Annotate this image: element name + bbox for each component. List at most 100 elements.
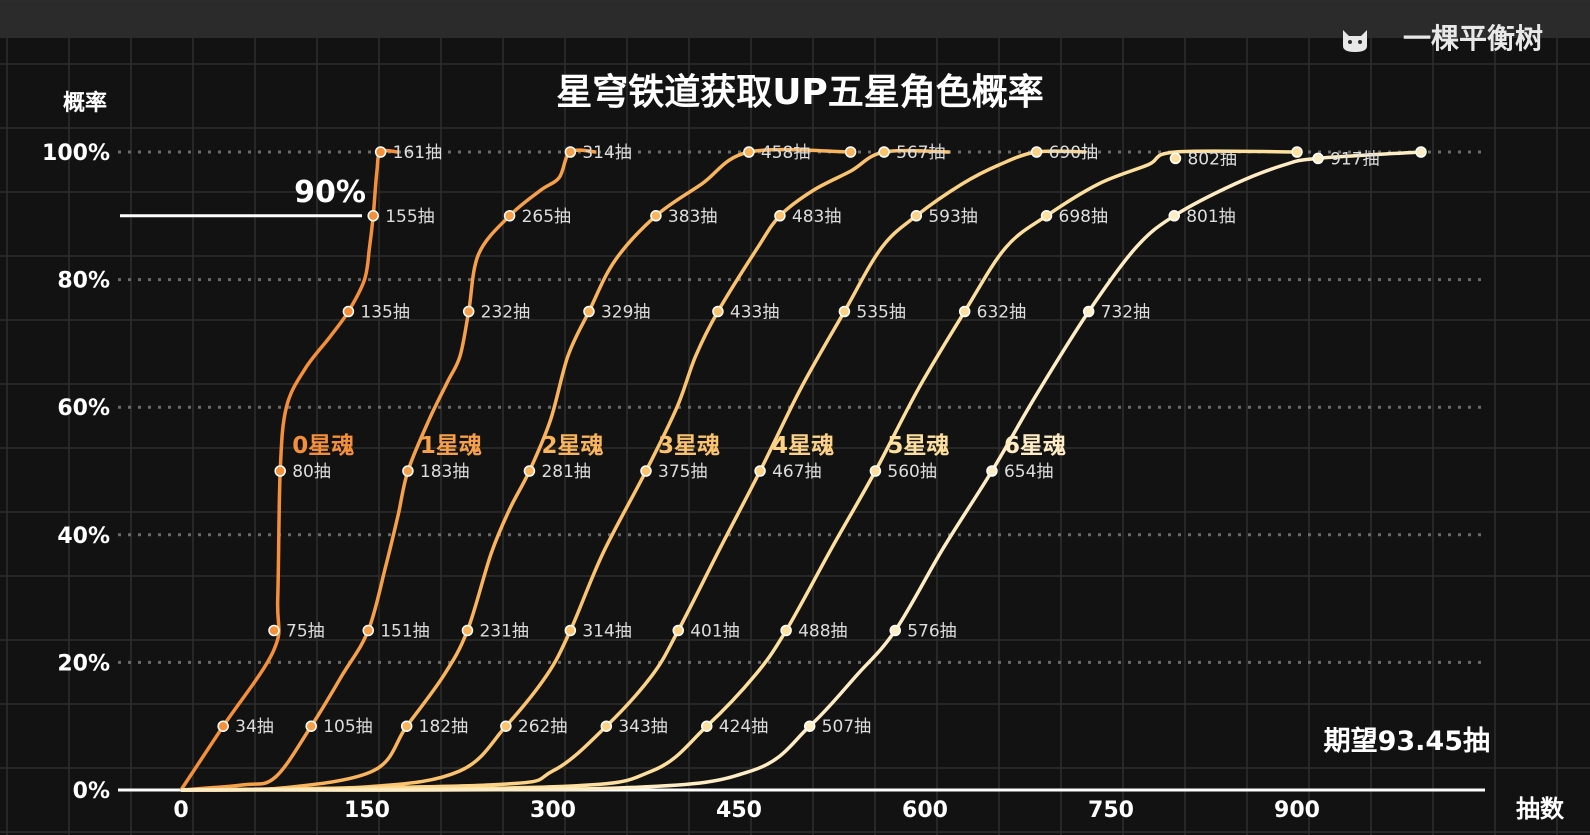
data-label: 632抽: [977, 303, 1026, 323]
series-name-label: 6星魂: [1004, 432, 1066, 459]
series-0: 34抽 75抽 80抽 135抽 155抽 161抽 0星魂: [179, 143, 442, 791]
x-tick-label: 750: [1088, 798, 1134, 823]
data-label: 34抽: [235, 717, 274, 737]
series-name-label: 3星魂: [658, 432, 720, 459]
data-label: 314抽: [582, 622, 631, 642]
series-1: 105抽 151抽 183抽 232抽 265抽 314抽 1星魂: [180, 143, 632, 792]
series-layer: 34抽 75抽 80抽 135抽 155抽 161抽 0星魂 105抽 151抽 183抽 232抽…: [179, 143, 1427, 792]
data-point: [305, 720, 317, 732]
data-point: [268, 624, 280, 637]
data-point: [803, 720, 816, 732]
data-label: 182抽: [419, 717, 468, 737]
data-point: [564, 624, 577, 637]
data-label: 232抽: [481, 303, 530, 323]
data-label: 161抽: [393, 143, 442, 163]
data-point: [462, 305, 475, 318]
data-point: [889, 624, 901, 637]
expected-value-annotation: 期望93.45抽: [1324, 726, 1490, 757]
series-name-label: 5星魂: [887, 432, 949, 459]
data-point: [583, 305, 595, 318]
data-point: [461, 624, 474, 637]
data-label: 654抽: [1004, 462, 1053, 482]
data-point: [342, 305, 355, 318]
data-point: [500, 720, 512, 732]
data-label: 401抽: [690, 622, 739, 642]
data-point: [672, 624, 684, 637]
data-label: 535抽: [856, 303, 905, 323]
cat-icon: [1343, 30, 1367, 52]
data-point: [640, 465, 652, 477]
y-tick-label: 80%: [57, 269, 110, 294]
data-point: [367, 210, 379, 222]
data-label: 105抽: [323, 717, 372, 737]
y-tick-label: 0%: [73, 779, 110, 804]
data-label: 265抽: [522, 207, 571, 227]
data-point: [701, 720, 713, 732]
data-point: [523, 465, 536, 477]
watermark-text: 一棵平衡树: [1403, 22, 1543, 55]
chart-title: 星穹铁道获取UP五星角色概率: [556, 72, 1044, 113]
watermark: 一棵平衡树: [1343, 22, 1543, 55]
data-label: 488抽: [798, 622, 847, 642]
data-point: [754, 465, 766, 477]
data-point: [958, 305, 971, 318]
data-point: [362, 624, 374, 637]
data-point: [1169, 152, 1182, 165]
data-point: [1312, 152, 1324, 165]
reference-line-group: 90%: [120, 175, 366, 218]
data-label: 135抽: [360, 303, 409, 323]
data-point: [1415, 146, 1427, 158]
data-label: 801抽: [1186, 207, 1235, 227]
data-point: [650, 210, 662, 222]
data-label: 732抽: [1101, 303, 1150, 323]
x-tick-label: 600: [902, 798, 948, 823]
series-line: [179, 148, 399, 791]
series-5: 424抽 488抽 560抽 632抽 698抽 802抽 5星魂: [180, 146, 1303, 792]
data-point: [402, 465, 414, 477]
y-tick-label: 100%: [42, 141, 110, 166]
data-point: [274, 465, 286, 477]
data-label: 231抽: [479, 622, 528, 642]
data-point: [986, 465, 998, 477]
data-label: 917抽: [1330, 149, 1379, 169]
series-4: 343抽 401抽 467抽 535抽 593抽 690抽 4星魂: [180, 143, 1098, 792]
y-tick-label: 40%: [57, 524, 110, 549]
data-label: 383抽: [668, 207, 717, 227]
data-label: 314抽: [582, 143, 631, 163]
data-point: [712, 305, 724, 318]
data-label: 343抽: [618, 717, 667, 737]
data-label: 507抽: [822, 717, 871, 737]
data-point: [503, 210, 516, 222]
data-point: [1168, 210, 1180, 222]
series-line: [180, 150, 1422, 792]
x-tick-label: 0: [173, 798, 188, 823]
data-point: [1082, 305, 1095, 318]
data-label: 458抽: [761, 143, 810, 163]
data-point: [564, 146, 577, 158]
series-6: 507抽 576抽 654抽 732抽 801抽 917抽 6星魂: [180, 146, 1427, 792]
series-line: [180, 149, 1087, 792]
data-point: [743, 146, 755, 158]
data-label: 183抽: [420, 462, 469, 482]
y-tick-label: 20%: [57, 651, 110, 676]
x-tick-label: 300: [530, 798, 576, 823]
data-label: 262抽: [518, 717, 567, 737]
series-name-label: 1星魂: [420, 432, 482, 459]
tick-labels: 0% 20% 40% 60% 80% 100% 0 150 300 450 600 750 900: [42, 141, 1320, 823]
data-label: 433抽: [730, 303, 779, 323]
data-label: 329抽: [601, 303, 650, 323]
data-point: [878, 146, 890, 158]
data-point: [838, 305, 851, 318]
data-label: 151抽: [380, 622, 429, 642]
series-name-label: 2星魂: [541, 432, 603, 459]
data-point: [1030, 146, 1043, 158]
data-label: 802抽: [1187, 149, 1236, 169]
data-label: 483抽: [792, 207, 841, 227]
data-label: 424抽: [719, 717, 768, 737]
data-point: [910, 210, 923, 222]
series-3: 262抽 314抽 375抽 433抽 483抽 567抽 3星魂: [180, 143, 950, 792]
data-point: [774, 210, 786, 222]
series-name-label: 0星魂: [292, 432, 354, 459]
